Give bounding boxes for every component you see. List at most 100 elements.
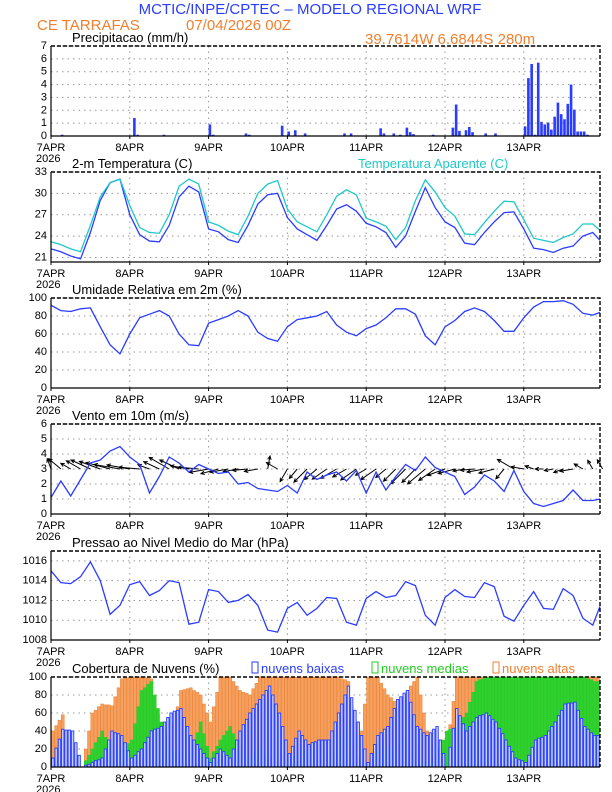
cloud-bar-nuvens-baixas bbox=[287, 753, 291, 768]
y-tick-label: 1014 bbox=[23, 575, 47, 587]
panel-title: Cobertura de Nuvens (%) bbox=[72, 661, 219, 676]
cloud-bar-nuvens-baixas bbox=[192, 739, 196, 768]
x-tick-label: 12APR bbox=[428, 394, 463, 406]
cloud-bar-nuvens-baixas bbox=[61, 728, 65, 768]
cloud-bar-nuvens-altas bbox=[366, 676, 370, 768]
precip-bar bbox=[431, 134, 435, 136]
wind-arrow bbox=[288, 468, 298, 480]
x-tick-label: 7APR bbox=[37, 773, 66, 785]
y-tick-label: 100 bbox=[29, 671, 47, 683]
cloud-bar-nuvens-baixas bbox=[330, 730, 334, 768]
x-tick-label: 10APR bbox=[270, 142, 305, 154]
cloud-bar-nuvens-baixas bbox=[494, 721, 498, 768]
cloud-bar-nuvens-baixas bbox=[57, 738, 62, 768]
precip-bar bbox=[471, 132, 474, 136]
cloud-bar-nuvens-baixas bbox=[179, 708, 183, 768]
cloud-bar-nuvens-baixas bbox=[281, 726, 285, 768]
x-tick-label: 10APR bbox=[270, 646, 305, 658]
y-tick-label: 3 bbox=[41, 463, 47, 475]
cloud-bar-nuvens-baixas bbox=[172, 710, 177, 768]
coords-label: 39.7614W 6.6844S 280m bbox=[365, 31, 535, 48]
cloud-bar-nuvens-baixas bbox=[409, 701, 413, 768]
y-tick-label: 0 bbox=[41, 508, 47, 520]
cloud-bar-nuvens-baixas bbox=[501, 733, 505, 768]
x-tick-label: 9APR bbox=[194, 394, 223, 406]
wind-arrow bbox=[176, 465, 199, 470]
legend-swatch bbox=[371, 661, 379, 674]
y-tick-label: 0 bbox=[41, 130, 47, 142]
cloud-bar-nuvens-baixas bbox=[596, 735, 600, 768]
x-tick-label: 12APR bbox=[428, 142, 463, 154]
cloud-bar-nuvens-baixas bbox=[149, 730, 154, 768]
cloud-bar-nuvens-baixas bbox=[300, 735, 305, 768]
cloud-bar-nuvens-baixas bbox=[376, 735, 380, 768]
x-tick-label: 11APR bbox=[349, 646, 383, 658]
cloud-bar-nuvens-baixas bbox=[116, 733, 121, 768]
cloud-bar-nuvens-baixas bbox=[356, 721, 360, 768]
y-tick-label: 6 bbox=[41, 53, 47, 65]
x-tick-label: 9APR bbox=[194, 520, 223, 532]
series-line-temp bbox=[50, 178, 601, 260]
panel-wind: 0 1 2 3 4 5 6 7APR 8APR 9APR 10APR 11APR 12APR 13APR 2… bbox=[36, 408, 604, 543]
cloud-bar-nuvens-baixas bbox=[77, 754, 81, 768]
wind-arrow bbox=[65, 460, 81, 470]
panel-temp: 21 24 27 30 33 7APR 8APR 9APR 10APR 11APR 12APR 13A… bbox=[35, 156, 601, 291]
cloud-bar-nuvens-baixas bbox=[225, 754, 229, 768]
precip-bar bbox=[533, 134, 537, 136]
x-tick-label: 11APR bbox=[349, 520, 383, 532]
wind-arrow bbox=[495, 468, 505, 480]
precip-bar bbox=[494, 133, 497, 136]
precip-bar bbox=[451, 127, 455, 136]
precip-bar bbox=[408, 132, 412, 136]
y-tick-label: 100 bbox=[29, 292, 47, 304]
cloud-bar-nuvens-baixas bbox=[514, 757, 518, 768]
cloud-bar-nuvens-baixas bbox=[90, 762, 94, 768]
cloud-bar-nuvens-baixas bbox=[346, 685, 351, 768]
cloud-bar-nuvens-baixas bbox=[205, 757, 209, 768]
precip-bar bbox=[484, 133, 487, 136]
wind-arrow bbox=[510, 465, 524, 470]
cloud-bar-nuvens-baixas bbox=[120, 735, 124, 768]
x-tick-label: 13APR bbox=[506, 520, 541, 532]
cloud-bar-nuvens-baixas bbox=[254, 703, 259, 768]
axis-frame bbox=[50, 424, 600, 515]
cloud-bar-nuvens-baixas bbox=[130, 757, 134, 768]
precip-bar bbox=[379, 128, 382, 136]
y-tick-label: 20 bbox=[35, 364, 47, 376]
wind-arrow bbox=[199, 468, 219, 475]
cloud-bar-nuvens-baixas bbox=[251, 708, 255, 768]
wind-arrow bbox=[437, 468, 455, 475]
x-tick-label: 8APR bbox=[115, 268, 144, 280]
x-tick-label: 7APR bbox=[37, 142, 66, 154]
cloud-bar-nuvens-baixas bbox=[556, 715, 561, 768]
cloud-bar-nuvens-baixas bbox=[261, 694, 265, 768]
y-tick-label: 80 bbox=[35, 689, 47, 701]
x-tick-label: 7APR bbox=[37, 520, 66, 532]
cloud-bar-nuvens-baixas bbox=[70, 730, 75, 768]
cloud-bar-nuvens-baixas bbox=[530, 746, 534, 768]
cloud-bar-nuvens-baixas bbox=[333, 721, 337, 768]
cloud-bar-nuvens-medias bbox=[527, 676, 531, 768]
legend-label: nuvens baixas bbox=[261, 661, 345, 676]
cloud-bar-nuvens-baixas bbox=[573, 701, 577, 768]
y-tick-label: 2 bbox=[41, 104, 47, 116]
cloud-bar-nuvens-baixas bbox=[271, 694, 275, 768]
x-tick-label: 9APR bbox=[194, 646, 223, 658]
cloud-bar-nuvens-baixas bbox=[461, 723, 465, 768]
cloud-bar-nuvens-baixas bbox=[455, 708, 459, 768]
year-label: 2026 bbox=[36, 153, 60, 165]
precip-bar bbox=[553, 116, 556, 136]
precip-bar bbox=[566, 103, 570, 136]
precip-bar bbox=[248, 134, 251, 136]
cloud-bar-nuvens-baixas bbox=[448, 746, 452, 768]
cloud-bar-nuvens-baixas bbox=[396, 699, 400, 768]
precip-bar bbox=[563, 119, 566, 136]
cloud-bar-nuvens-baixas bbox=[244, 718, 249, 768]
cloud-bar-nuvens-baixas bbox=[527, 754, 531, 768]
cloud-bar-nuvens-baixas bbox=[415, 726, 419, 768]
cloud-bar-nuvens-baixas bbox=[110, 730, 114, 768]
cloud-bar-nuvens-baixas bbox=[471, 721, 475, 768]
x-tick-label: 10APR bbox=[270, 520, 305, 532]
precip-bar bbox=[412, 134, 415, 136]
cloud-bar-nuvens-baixas bbox=[343, 694, 347, 768]
